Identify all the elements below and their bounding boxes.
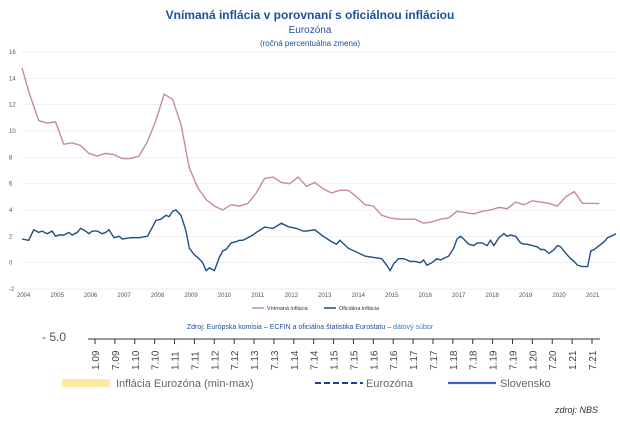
background-x-tick-label: 7.18 (469, 350, 480, 370)
x-tick-label: 2021 (586, 293, 600, 299)
background-x-tick-label: 7.15 (349, 350, 360, 370)
x-tick-label: 2004 (17, 293, 31, 299)
legend-label-official: Oficiálna inflácia (339, 306, 380, 312)
x-tick-label: 2017 (452, 293, 466, 299)
x-tick-label: 2013 (318, 293, 332, 299)
background-x-tick-label: 1.19 (489, 350, 500, 370)
background-x-tick-label: 1.17 (409, 350, 420, 370)
background-x-tick-label: 7.16 (389, 350, 400, 370)
x-tick-label: 2020 (552, 293, 566, 299)
series-line-perceived-inflation (21, 67, 600, 224)
background-x-tick-label: 1.09 (91, 350, 102, 370)
y-tick-label: 12 (9, 103, 16, 109)
y-tick-label: 4 (9, 208, 13, 214)
x-tick-label: 2010 (218, 293, 232, 299)
background-x-tick-label: 1.12 (210, 350, 221, 370)
background-x-tick-label: 7.20 (548, 350, 559, 370)
y-tick-label: 8 (9, 155, 13, 161)
x-tick-label: 2018 (486, 293, 500, 299)
x-tick-label: 2008 (151, 293, 165, 299)
background-x-tick-label: 7.11 (190, 351, 201, 370)
legend-label-eurozone: Eurozóna (366, 378, 414, 390)
legend-label-slovakia: Slovensko (500, 378, 551, 390)
background-x-tick-label: 1.10 (131, 350, 142, 370)
background-x-tick-label: 7.17 (429, 350, 440, 370)
y-tick-label: 16 (9, 50, 16, 56)
x-tick-label: 2009 (184, 293, 198, 299)
chart-source: Zdroj: Európska komisia – ECFIN a oficiá… (0, 324, 620, 331)
background-x-tick-label: 1.21 (568, 350, 579, 370)
background-x-tick-label: 1.14 (290, 350, 301, 370)
background-x-tick-label: 7.12 (230, 350, 241, 370)
x-axis-ticks: 2004 2005 2006 2007 2008 2009 2010 2011 2012 2013… (17, 293, 600, 299)
background-x-tick-label: 1.16 (369, 350, 380, 370)
legend-swatch-band (62, 379, 110, 387)
y-tick-label: 10 (9, 129, 16, 135)
chart-title: Vnímaná inflácia v porovnaní s oficiálno… (165, 8, 455, 22)
x-tick-label: 2014 (352, 293, 366, 299)
background-x-tick-label: 1.20 (528, 350, 539, 370)
x-tick-label: 2011 (251, 293, 265, 299)
y-tick-label: 6 (9, 182, 13, 188)
image-credit: zdroj: NBS (554, 405, 598, 415)
background-x-tick-label: 1.13 (250, 350, 261, 370)
legend-label-perceived: Vnímaná inflácia (267, 306, 309, 312)
x-tick-label: 2005 (50, 293, 64, 299)
y-tick-label: 0 (9, 261, 13, 267)
chart-subtitle: Eurozóna (288, 25, 332, 36)
y-axis-ticks: -2 0 2 4 6 8 10 12 14 16 (9, 50, 16, 293)
background-x-tick-label: 1.15 (330, 350, 341, 370)
legend-label-band: Inflácia Eurozóna (min-max) (116, 378, 254, 390)
gridlines (22, 51, 616, 290)
background-x-tick-label: 7.19 (508, 350, 519, 370)
background-chart-fragment: - 5.0 1.09 7.09 1.10 7.10 1.11 7.11 1.12 7.12 1.… (42, 330, 600, 390)
background-y-label: - 5.0 (42, 330, 66, 344)
chart-unit-label: (ročná percentuálna zmena) (259, 39, 361, 48)
x-tick-label: 2006 (84, 293, 98, 299)
x-tick-label: 2016 (419, 293, 433, 299)
y-tick-label: 14 (9, 76, 16, 82)
background-x-tick-label: 1.11 (171, 351, 182, 370)
background-x-tick-label: 7.09 (111, 350, 122, 370)
background-x-tick-label: 7.13 (270, 350, 281, 370)
background-x-tick-label: 7.14 (310, 350, 321, 370)
x-tick-label: 2015 (385, 293, 399, 299)
background-x-tick-label: 7.10 (151, 350, 162, 370)
x-tick-label: 2019 (519, 293, 533, 299)
y-tick-label: -2 (9, 287, 15, 293)
background-x-ticks: 1.09 7.09 1.10 7.10 1.11 7.11 1.12 7.12 1.13 7.13… (91, 339, 599, 370)
chart-legend: Vnímaná inflácia Oficiálna inflácia (252, 306, 380, 312)
series-line-official-inflation (21, 209, 617, 273)
background-x-tick-label: 7.21 (588, 350, 599, 370)
y-tick-label: 2 (9, 234, 13, 240)
background-x-tick-label: 1.18 (449, 350, 460, 370)
source-text: Zdroj: Európska komisia – ECFIN a oficiá… (186, 324, 394, 331)
x-tick-label: 2007 (117, 293, 131, 299)
x-tick-label: 2012 (285, 293, 299, 299)
source-data-link[interactable]: dátový súbor (393, 324, 434, 331)
